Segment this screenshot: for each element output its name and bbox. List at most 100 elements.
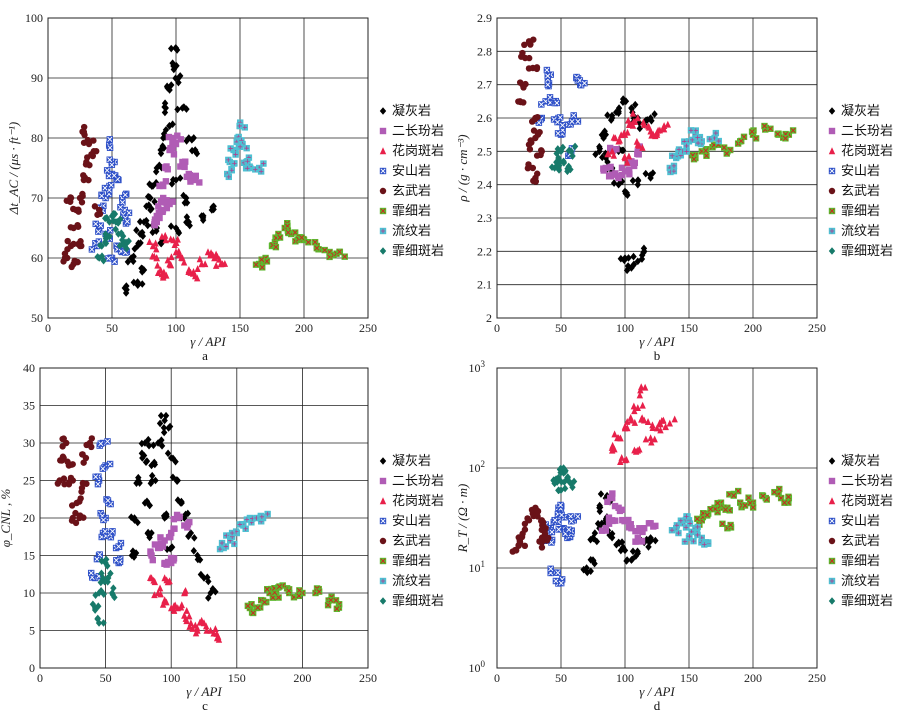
data-point (89, 600, 97, 609)
y-tick-label: 70 (31, 191, 43, 205)
x-tick-label: 250 (808, 671, 826, 685)
data-point-plus (687, 533, 692, 539)
data-point-cross (105, 497, 111, 504)
data-point-cross (325, 602, 331, 608)
data-point (559, 143, 567, 152)
data-point (82, 161, 90, 168)
x-tick-label: 200 (744, 671, 762, 685)
data-point (515, 98, 522, 105)
data-point-cross (292, 230, 298, 236)
data-point (205, 594, 212, 602)
data-point-plus (245, 166, 250, 171)
data-point (146, 193, 153, 202)
data-point (138, 228, 146, 237)
data-point (617, 254, 625, 263)
data-point (553, 149, 560, 158)
data-point-cross (559, 122, 566, 128)
data-point (602, 149, 609, 158)
data-point (537, 147, 545, 154)
data-point (640, 248, 647, 257)
data-point (167, 533, 174, 541)
data-point (124, 258, 132, 266)
series-安山岩 (534, 66, 588, 159)
data-point (157, 590, 164, 598)
data-point (635, 141, 643, 149)
data-point (161, 108, 169, 117)
data-point (203, 626, 210, 634)
legend-label: 安山岩 (392, 164, 431, 179)
data-point (624, 418, 631, 425)
data-point (177, 136, 184, 143)
data-point (214, 632, 222, 640)
data-point (136, 217, 144, 226)
data-point (130, 553, 138, 561)
data-point (565, 146, 573, 155)
data-point (569, 152, 576, 160)
data-point (174, 132, 181, 139)
data-point-plus (219, 540, 225, 546)
data-point (521, 526, 529, 533)
data-point (163, 512, 170, 521)
data-point (631, 446, 638, 454)
legend-label: 凝灰岩 (392, 103, 431, 119)
data-point-cross (116, 544, 122, 550)
data-point (518, 533, 526, 541)
data-point-cross (776, 486, 782, 492)
legend-label: 安山岩 (392, 514, 431, 529)
data-point (615, 109, 622, 117)
data-point (526, 146, 534, 153)
data-point-cross (723, 507, 729, 513)
legend-marker-plus (829, 228, 835, 234)
data-point (105, 574, 112, 582)
legend-marker-cross (380, 208, 386, 214)
data-point-cross (122, 192, 128, 198)
data-point (166, 422, 174, 431)
data-point (177, 163, 184, 170)
data-point-plus (217, 546, 223, 552)
data-point (534, 508, 542, 515)
data-point (618, 538, 626, 546)
data-point (102, 214, 109, 223)
data-point (123, 282, 130, 290)
data-point (521, 520, 529, 528)
data-point (587, 567, 594, 575)
data-point (174, 105, 181, 114)
data-point (148, 471, 156, 480)
data-point (68, 263, 75, 271)
data-point (149, 556, 156, 564)
data-point (159, 181, 167, 188)
data-point-cross (558, 502, 564, 508)
data-point (650, 523, 657, 530)
data-point-cross (107, 157, 113, 163)
x-tick-label: 150 (680, 671, 698, 685)
subplot-label: c (202, 698, 208, 713)
data-point-plus (671, 163, 677, 169)
data-point (110, 216, 117, 225)
data-point (170, 134, 177, 142)
data-point (631, 159, 639, 166)
data-point-cross (554, 100, 560, 106)
data-point-cross (552, 517, 558, 523)
legend-label: 流纹岩 (841, 574, 880, 589)
data-point-cross (556, 526, 562, 532)
data-point-plus (702, 542, 707, 547)
y-axis-label: φ_CNL , % (0, 489, 13, 548)
data-point-cross (749, 129, 755, 135)
data-point (187, 178, 194, 185)
data-point (167, 260, 174, 268)
data-point (621, 153, 628, 160)
data-point (607, 494, 614, 502)
legend-marker (828, 107, 836, 115)
x-tick-label: 50 (555, 671, 567, 685)
data-point (615, 180, 622, 189)
data-point (210, 205, 217, 214)
legend-marker (828, 147, 836, 155)
x-tick-label: 150 (680, 321, 698, 335)
data-point-plus (233, 152, 238, 157)
data-point (194, 551, 201, 560)
data-point-cross (105, 438, 111, 444)
data-point-cross (781, 500, 788, 506)
x-axis-label: γ / API (639, 334, 675, 349)
data-point-cross (719, 521, 725, 527)
